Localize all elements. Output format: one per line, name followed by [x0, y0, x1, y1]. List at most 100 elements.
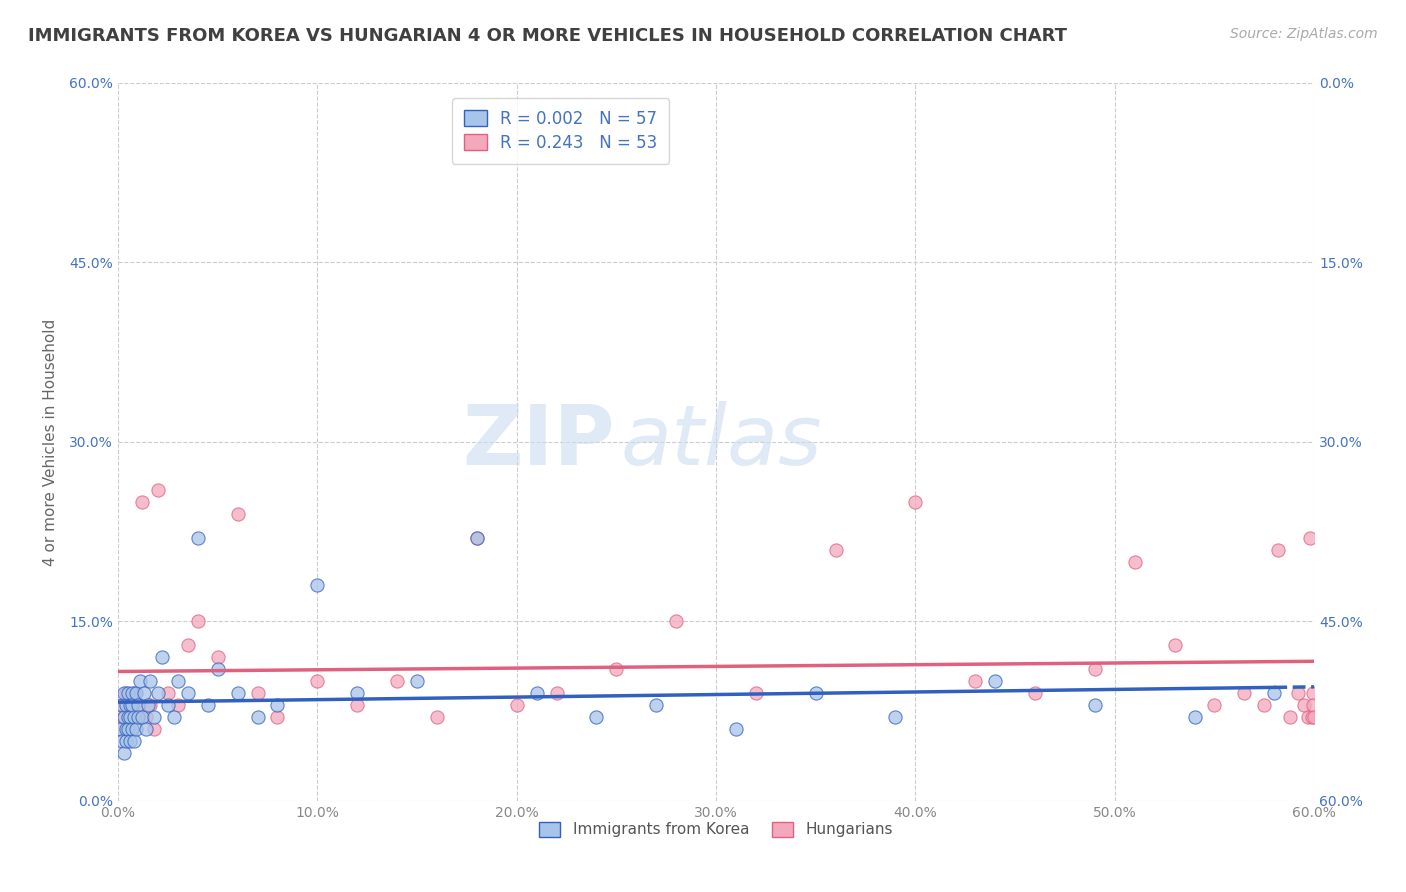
Point: [1163, 638, 1185, 652]
Point: [246, 710, 269, 724]
Point: [142, 710, 165, 724]
Point: [127, 698, 149, 713]
Point: [1302, 698, 1324, 713]
Point: [146, 483, 169, 497]
Point: [118, 710, 141, 724]
Point: [108, 722, 131, 736]
Point: [111, 698, 134, 713]
Point: [121, 686, 143, 700]
Point: [984, 674, 1007, 689]
Point: [146, 686, 169, 700]
Point: [118, 734, 141, 748]
Point: [1299, 531, 1322, 545]
Point: [166, 674, 188, 689]
Point: [1204, 698, 1226, 713]
Text: ZIP: ZIP: [463, 401, 614, 483]
Point: [546, 686, 568, 700]
Point: [526, 686, 548, 700]
Point: [207, 650, 229, 665]
Point: [125, 710, 148, 724]
Point: [904, 494, 927, 508]
Point: [117, 686, 139, 700]
Point: [965, 674, 987, 689]
Point: [115, 698, 138, 713]
Point: [111, 698, 134, 713]
Point: [187, 615, 209, 629]
Point: [117, 722, 139, 736]
Point: [135, 710, 157, 724]
Point: [1263, 686, 1285, 700]
Point: [122, 710, 145, 724]
Point: [585, 710, 607, 724]
Point: [665, 615, 688, 629]
Point: [406, 674, 429, 689]
Point: [117, 710, 139, 724]
Point: [1084, 698, 1107, 713]
Point: [127, 710, 149, 724]
Point: [127, 698, 149, 713]
Point: [1233, 686, 1256, 700]
Point: [745, 686, 768, 700]
Point: [177, 638, 200, 652]
Point: [115, 722, 138, 736]
Point: [1279, 710, 1302, 724]
Point: [139, 698, 162, 713]
Point: [122, 686, 145, 700]
Point: [307, 578, 329, 592]
Point: [605, 662, 627, 676]
Point: [307, 674, 329, 689]
Point: [207, 662, 229, 676]
Point: [505, 698, 527, 713]
Point: [1302, 710, 1324, 724]
Point: [142, 722, 165, 736]
Point: [125, 686, 148, 700]
Point: [1123, 555, 1146, 569]
Text: atlas: atlas: [620, 401, 823, 483]
Point: [139, 674, 162, 689]
Point: [156, 686, 179, 700]
Point: [426, 710, 449, 724]
Point: [108, 722, 131, 736]
Point: [166, 698, 188, 713]
Point: [1302, 686, 1324, 700]
Point: [132, 686, 155, 700]
Point: [804, 686, 827, 700]
Point: [121, 698, 143, 713]
Point: [111, 734, 134, 748]
Point: [465, 531, 488, 545]
Point: [156, 698, 179, 713]
Point: [824, 542, 846, 557]
Point: [129, 674, 152, 689]
Point: [1286, 686, 1309, 700]
Point: [197, 698, 219, 713]
Point: [112, 686, 135, 700]
Point: [131, 494, 153, 508]
Point: [117, 710, 139, 724]
Point: [177, 686, 200, 700]
Point: [346, 698, 368, 713]
Point: [1296, 710, 1319, 724]
Point: [121, 722, 143, 736]
Text: IMMIGRANTS FROM KOREA VS HUNGARIAN 4 OR MORE VEHICLES IN HOUSEHOLD CORRELATION C: IMMIGRANTS FROM KOREA VS HUNGARIAN 4 OR …: [28, 27, 1067, 45]
Point: [150, 650, 173, 665]
Point: [266, 710, 288, 724]
Point: [246, 686, 269, 700]
Point: [121, 722, 143, 736]
Y-axis label: 4 or more Vehicles in Household: 4 or more Vehicles in Household: [44, 318, 58, 566]
Point: [1084, 662, 1107, 676]
Point: [884, 710, 907, 724]
Point: [122, 734, 145, 748]
Point: [226, 686, 249, 700]
Point: [1267, 542, 1289, 557]
Point: [724, 722, 747, 736]
Point: [115, 686, 138, 700]
Point: [1024, 686, 1046, 700]
Point: [131, 710, 153, 724]
Legend: Immigrants from Korea, Hungarians: Immigrants from Korea, Hungarians: [533, 816, 900, 844]
Point: [112, 710, 135, 724]
Point: [115, 734, 138, 748]
Point: [163, 710, 186, 724]
Point: [645, 698, 668, 713]
Point: [1301, 710, 1323, 724]
Point: [135, 722, 157, 736]
